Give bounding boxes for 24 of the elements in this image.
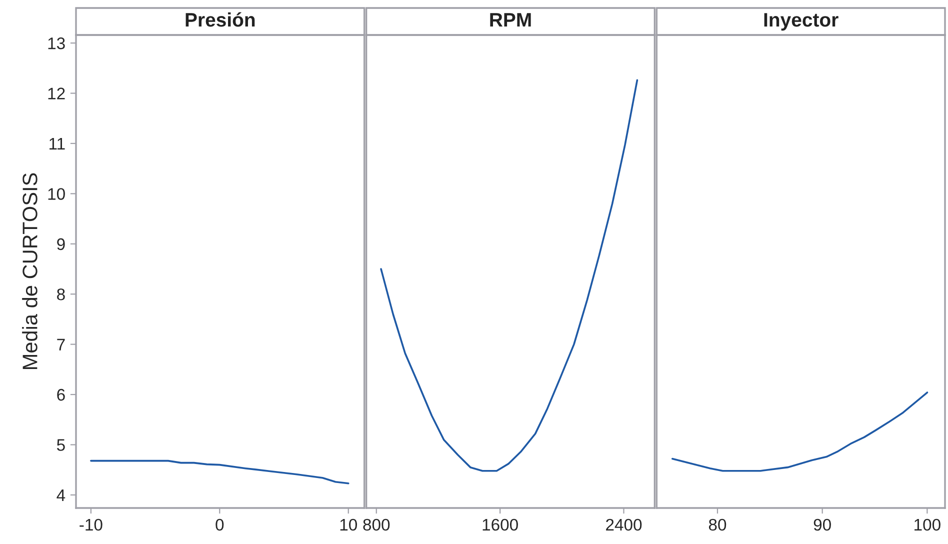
line-series: [90, 460, 350, 484]
chart-title: Presión: [186, 12, 255, 27]
x-tick-label: -10: [80, 518, 102, 531]
y-tick-label: 11: [50, 138, 65, 150]
x-tick-label: 90: [814, 518, 831, 531]
x-tick-label: 0: [216, 518, 224, 531]
y-tick-label: 5: [56, 439, 65, 451]
y-tick-label: 12: [48, 88, 65, 100]
chart-title: Inyector: [764, 13, 838, 31]
y-tick-label: 4: [56, 490, 66, 501]
y-tick-label: 7: [57, 338, 65, 350]
y-tick-label: 8: [57, 288, 65, 300]
x-tick-label: 100: [914, 518, 940, 531]
y-axis-title: Media de CURTOSIS: [22, 173, 38, 369]
x-tick-label: 2400: [606, 518, 642, 531]
x-tick-label: 1600: [482, 518, 518, 531]
y-tick-label: 9: [57, 238, 65, 250]
x-tick-label: 10: [340, 518, 357, 531]
y-tick-label: 10: [48, 188, 65, 200]
y-tick-label: 13: [48, 37, 65, 50]
y-tick-label: 6: [57, 388, 65, 401]
chart-title: RPM: [490, 13, 531, 27]
x-tick-label: 800: [363, 518, 390, 531]
x-tick-label: 80: [708, 518, 726, 531]
